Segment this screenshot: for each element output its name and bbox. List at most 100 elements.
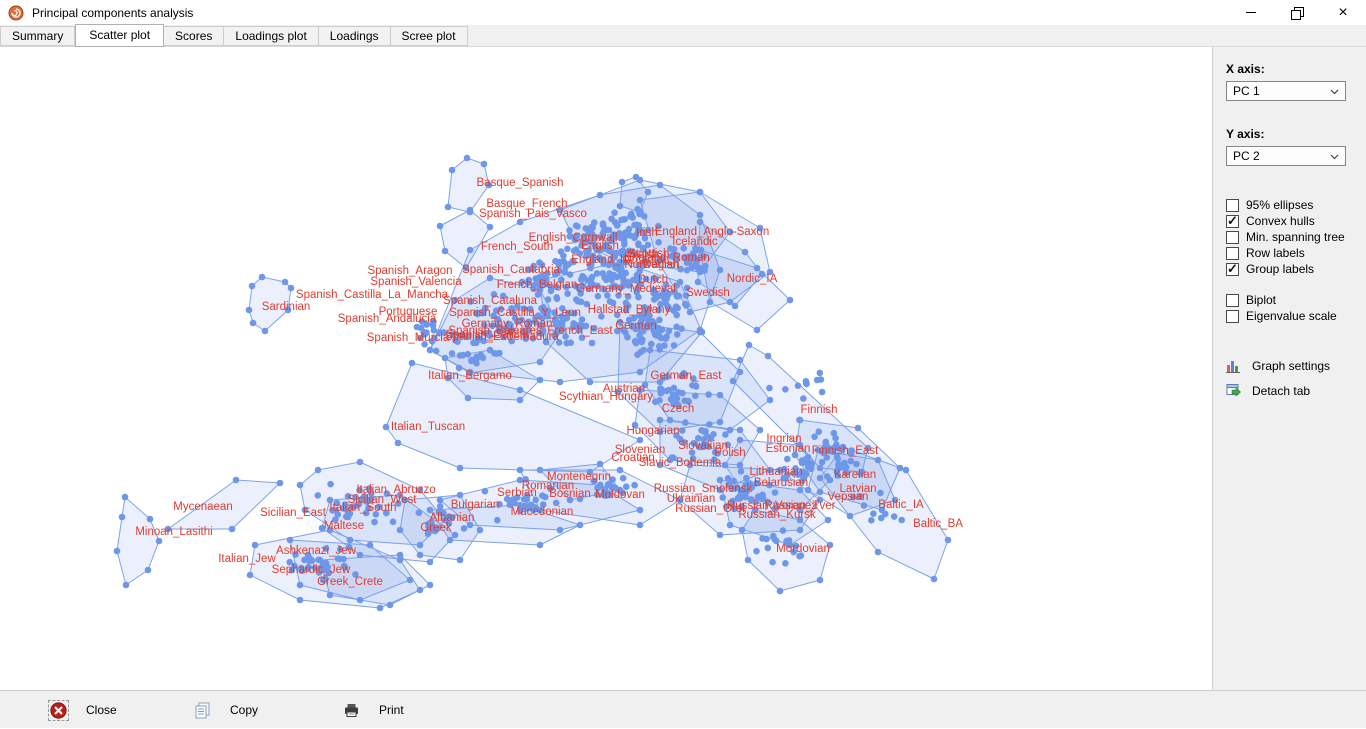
group-label: Orcadian [623, 254, 670, 266]
data-point [670, 384, 678, 392]
data-point [758, 495, 766, 503]
data-point [356, 596, 364, 604]
graph-settings-button[interactable]: Graph settings [1226, 353, 1366, 378]
data-point [616, 230, 623, 237]
group-label: Austrian [603, 383, 645, 395]
minimize-button[interactable] [1228, 0, 1274, 25]
data-point [818, 388, 826, 396]
data-point [301, 556, 308, 564]
bottom-toolbar: Close Copy Print [0, 690, 1366, 728]
checkbox-box-group-labels[interactable] [1226, 261, 1239, 277]
checkbox-label: Convex hulls [1246, 214, 1315, 228]
data-point [556, 267, 563, 275]
checkbox-box-min-spanning-tree[interactable] [1226, 230, 1239, 244]
data-point [276, 479, 284, 487]
data-point [782, 560, 789, 567]
data-point [891, 496, 899, 504]
data-point [525, 276, 533, 284]
data-point [816, 496, 824, 504]
restore-button[interactable] [1274, 0, 1320, 25]
data-point [614, 388, 622, 396]
data-point [896, 464, 904, 472]
data-point [455, 364, 463, 372]
checkbox-convex-hulls[interactable]: Convex hulls [1226, 213, 1366, 229]
data-point [776, 587, 784, 595]
app-icon [8, 5, 24, 20]
data-point [675, 402, 682, 409]
data-point [232, 476, 240, 484]
checkbox-box-95-ellipses[interactable] [1226, 198, 1239, 212]
group-label: Karelian [834, 469, 876, 481]
data-point [251, 541, 259, 549]
tab-loadings-plot[interactable]: Loadings plot [224, 26, 319, 46]
checkbox-95-ellipses[interactable]: 95% ellipses [1226, 197, 1366, 213]
data-point [670, 454, 677, 462]
data-point [796, 516, 804, 524]
data-point [766, 396, 774, 404]
checkbox-eigenvalue-scale[interactable]: Eigenvalue scale [1226, 308, 1366, 324]
data-point [594, 282, 601, 290]
data-point [613, 273, 621, 281]
print-button[interactable]: Print [343, 691, 404, 729]
group-label: Czech [662, 403, 695, 415]
data-point [600, 286, 608, 293]
data-point [719, 494, 726, 501]
data-point [296, 596, 304, 604]
data-point [466, 369, 474, 377]
y-axis-select[interactable]: PC 2 [1226, 146, 1346, 166]
x-axis-select[interactable]: PC 1 [1226, 81, 1346, 101]
data-point [679, 427, 686, 434]
checkbox-box-eigenvalue-scale[interactable] [1226, 309, 1239, 323]
print-icon [345, 703, 358, 717]
data-point [389, 518, 397, 526]
data-point [601, 486, 608, 494]
tab-scores[interactable]: Scores [164, 26, 225, 46]
data-point [371, 518, 378, 526]
data-point [655, 239, 662, 246]
data-point [641, 304, 648, 311]
data-point [552, 329, 560, 337]
checkbox-box-biplot[interactable] [1226, 293, 1239, 307]
data-point [476, 526, 484, 534]
checkbox-row-labels[interactable]: Row labels [1226, 245, 1366, 261]
detach-tab-button[interactable]: Detach tab [1226, 378, 1366, 403]
checkbox-biplot[interactable]: Biplot [1226, 292, 1366, 308]
data-point [662, 335, 669, 343]
data-point [589, 256, 596, 264]
data-point [752, 498, 759, 506]
data-point [591, 241, 598, 249]
data-point [522, 476, 529, 483]
data-point [421, 331, 429, 338]
data-point [383, 490, 391, 497]
group-label: Finnish [800, 404, 837, 416]
data-point [553, 321, 560, 329]
group-label: French_East [547, 325, 613, 337]
checkbox-min-spanning-tree[interactable]: Min. spanning tree [1226, 229, 1366, 245]
data-point [800, 395, 807, 402]
data-point [572, 321, 579, 329]
data-point [816, 474, 824, 482]
data-point [603, 241, 610, 248]
checkbox-group-labels[interactable]: Group labels [1226, 261, 1366, 277]
tab-scree-plot[interactable]: Scree plot [390, 26, 468, 46]
copy-button[interactable]: Copy [194, 691, 258, 729]
group-label: Nordic_IA [727, 273, 778, 285]
close-button[interactable]: Close [48, 691, 117, 729]
data-point [696, 328, 704, 336]
checkbox-box-convex-hulls[interactable] [1226, 213, 1239, 229]
tab-scatter-plot[interactable]: Scatter plot [75, 24, 165, 47]
data-point [340, 562, 348, 570]
data-point [534, 291, 542, 298]
data-point [815, 428, 823, 436]
checkbox-box-row-labels[interactable] [1226, 246, 1239, 260]
data-point [805, 464, 812, 471]
data-point [564, 290, 571, 298]
data-point [597, 481, 604, 489]
data-point [658, 255, 665, 263]
tab-summary[interactable]: Summary [0, 26, 76, 46]
group-label: Spanish_Baleares [448, 325, 542, 337]
tab-loadings[interactable]: Loadings [318, 26, 391, 46]
data-point [604, 481, 612, 488]
data-point [846, 512, 854, 520]
close-window-button[interactable]: × [1320, 0, 1366, 25]
